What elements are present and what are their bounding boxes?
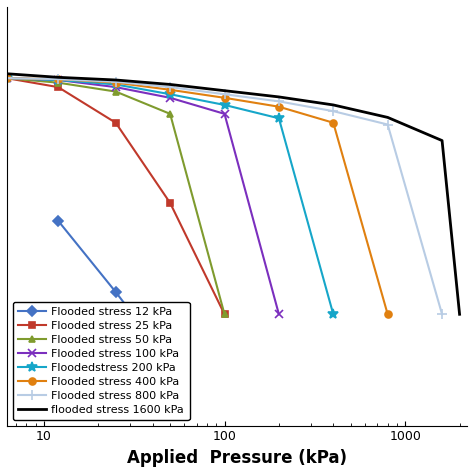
Floodedstress 200 kPa: [222, 102, 228, 108]
Flooded stress 25 kPa: [55, 84, 61, 90]
flooded stress 1600 kPa: [439, 138, 445, 144]
Flooded stress 12 kPa: [113, 289, 118, 295]
Flooded stress 12 kPa: [167, 360, 173, 366]
Flooded stress 800 kPa: [55, 76, 61, 82]
flooded stress 1600 kPa: [55, 74, 61, 80]
Flooded stress 25 kPa: [222, 311, 228, 317]
Flooded stress 400 kPa: [113, 80, 118, 85]
Flooded stress 400 kPa: [276, 104, 282, 109]
Line: flooded stress 1600 kPa: flooded stress 1600 kPa: [7, 74, 460, 314]
Flooded stress 12 kPa: [55, 218, 61, 224]
Flooded stress 100 kPa: [4, 75, 10, 81]
Flooded stress 100 kPa: [276, 311, 282, 317]
Flooded stress 400 kPa: [167, 87, 173, 92]
flooded stress 1600 kPa: [385, 115, 391, 120]
Floodedstress 200 kPa: [55, 77, 61, 83]
Floodedstress 200 kPa: [167, 91, 173, 97]
flooded stress 1600 kPa: [330, 102, 336, 108]
Line: Flooded stress 50 kPa: Flooded stress 50 kPa: [3, 75, 228, 318]
Floodedstress 200 kPa: [276, 116, 282, 121]
Flooded stress 50 kPa: [113, 89, 118, 94]
flooded stress 1600 kPa: [167, 82, 173, 87]
Flooded stress 400 kPa: [330, 120, 336, 126]
Line: Flooded stress 400 kPa: Flooded stress 400 kPa: [3, 75, 391, 318]
Flooded stress 25 kPa: [113, 120, 118, 126]
Line: Flooded stress 800 kPa: Flooded stress 800 kPa: [2, 73, 447, 319]
flooded stress 1600 kPa: [113, 77, 118, 83]
Flooded stress 100 kPa: [113, 84, 118, 90]
Flooded stress 100 kPa: [222, 111, 228, 117]
Flooded stress 800 kPa: [385, 122, 391, 128]
Floodedstress 200 kPa: [4, 75, 10, 81]
Line: Floodedstress 200 kPa: Floodedstress 200 kPa: [2, 73, 338, 319]
Flooded stress 800 kPa: [113, 79, 118, 85]
Flooded stress 800 kPa: [276, 99, 282, 104]
Flooded stress 50 kPa: [167, 111, 173, 117]
Flooded stress 100 kPa: [167, 95, 173, 100]
Floodedstress 200 kPa: [330, 311, 336, 317]
Flooded stress 800 kPa: [439, 311, 445, 317]
X-axis label: Applied  Pressure (kPa): Applied Pressure (kPa): [127, 449, 347, 467]
Floodedstress 200 kPa: [113, 82, 118, 87]
Flooded stress 50 kPa: [55, 80, 61, 85]
Flooded stress 50 kPa: [4, 75, 10, 81]
Line: Flooded stress 25 kPa: Flooded stress 25 kPa: [3, 75, 228, 318]
Flooded stress 800 kPa: [167, 84, 173, 90]
Flooded stress 800 kPa: [222, 91, 228, 97]
Flooded stress 800 kPa: [4, 75, 10, 81]
Flooded stress 800 kPa: [330, 109, 336, 114]
Legend: Flooded stress 12 kPa, Flooded stress 25 kPa, Flooded stress 50 kPa, Flooded str: Flooded stress 12 kPa, Flooded stress 25…: [12, 302, 190, 420]
Flooded stress 100 kPa: [55, 77, 61, 83]
Flooded stress 25 kPa: [167, 200, 173, 206]
flooded stress 1600 kPa: [222, 88, 228, 93]
Flooded stress 400 kPa: [4, 75, 10, 81]
Line: Flooded stress 100 kPa: Flooded stress 100 kPa: [3, 74, 283, 319]
Line: Flooded stress 12 kPa: Flooded stress 12 kPa: [55, 217, 173, 367]
Flooded stress 50 kPa: [222, 311, 228, 317]
flooded stress 1600 kPa: [4, 71, 10, 77]
Flooded stress 400 kPa: [222, 95, 228, 100]
Flooded stress 400 kPa: [55, 76, 61, 82]
Flooded stress 400 kPa: [385, 311, 391, 317]
Flooded stress 25 kPa: [4, 75, 10, 81]
flooded stress 1600 kPa: [457, 311, 463, 317]
flooded stress 1600 kPa: [276, 94, 282, 100]
